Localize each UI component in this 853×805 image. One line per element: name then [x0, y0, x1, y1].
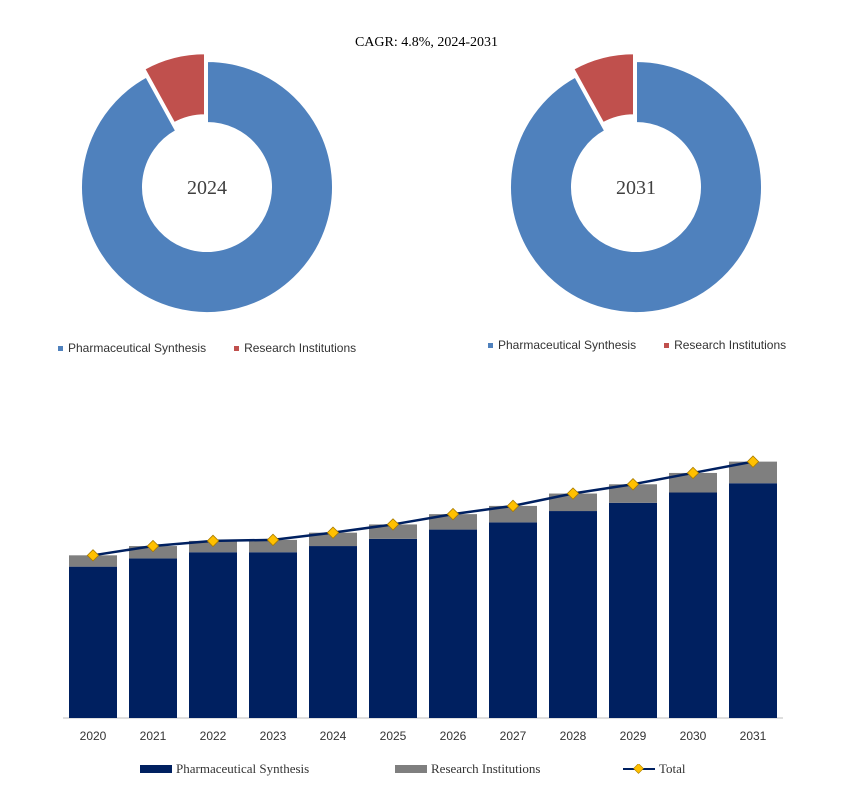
- total-marker: [266, 533, 280, 547]
- legend-item-pharma-bar: Pharmaceutical Synthesis: [140, 761, 309, 777]
- legend-swatch-total: [623, 764, 655, 774]
- slice-research-institutions: [571, 52, 636, 125]
- total-marker: [566, 487, 580, 500]
- total-marker: [686, 466, 700, 480]
- legend-label-pharma: Pharmaceutical Synthesis: [68, 341, 207, 355]
- slice-pharmaceutical-synthesis: [80, 59, 334, 314]
- donut-center-label: 2031: [616, 177, 656, 199]
- legend-item-research: Research Institutions: [664, 338, 786, 352]
- stacked-bar-chart: 2020 2021 2022 2023 2024 2025 2026 2027 2028 2029…: [63, 455, 783, 743]
- legend-swatch-pharma-bar: [140, 765, 172, 773]
- legend-label-research: Research Institutions: [244, 341, 357, 355]
- legend-swatch-research: [234, 345, 240, 351]
- bar-pharmaceutical-synthesis: [549, 511, 597, 718]
- legend-label-research-bar: Research Institutions: [431, 761, 541, 776]
- slice-research-institutions: [142, 52, 207, 125]
- donut-legend-2031: Pharmaceutical Synthesis Research Instit…: [488, 338, 786, 352]
- x-tick-label: 2023: [260, 729, 287, 743]
- x-tick-label: 2021: [140, 729, 167, 743]
- legend-label-pharma: Pharmaceutical Synthesis: [498, 338, 637, 352]
- x-tick-label: 2029: [620, 729, 647, 743]
- legend-swatch-research-bar: [395, 765, 427, 773]
- bar-research-institutions: [309, 532, 357, 547]
- legend-label-research: Research Institutions: [674, 338, 787, 352]
- total-marker: [146, 539, 160, 553]
- donut-center-label: 2024: [187, 177, 227, 199]
- bar-research-institutions: [609, 484, 657, 503]
- bar-research-institutions: [369, 524, 417, 539]
- bar-pharmaceutical-synthesis: [249, 552, 297, 718]
- total-marker: [206, 534, 220, 548]
- legend-label-pharma-bar: Pharmaceutical Synthesis: [176, 761, 310, 776]
- x-tick-label: 2027: [500, 729, 527, 743]
- total-line: [92, 460, 754, 557]
- legend-label-total: Total: [659, 761, 686, 776]
- legend-swatch-pharma: [488, 342, 493, 348]
- legend-item-pharma: Pharmaceutical Synthesis: [488, 338, 636, 352]
- x-tick-label: 2030: [680, 729, 707, 743]
- total-marker: [326, 526, 340, 539]
- x-tick-label: 2026: [440, 729, 467, 743]
- total-marker: [746, 455, 760, 468]
- bar-research-institutions: [729, 461, 777, 484]
- total-marker: [446, 507, 460, 521]
- donut-chart-2031: 2031: [509, 52, 763, 314]
- legend-item-pharma: Pharmaceutical Synthesis: [58, 341, 206, 355]
- donut-chart-2024: 2024: [80, 52, 334, 314]
- bar-pharmaceutical-synthesis: [369, 538, 417, 718]
- slice-pharmaceutical-synthesis: [509, 59, 763, 314]
- bar-pharmaceutical-synthesis: [429, 529, 477, 718]
- bar-research-institutions: [669, 472, 717, 493]
- cagr-label: CAGR: 4.8%, 2024-2031: [354, 35, 499, 50]
- legend-item-total: Total: [623, 761, 686, 777]
- x-tick-label: 2024: [320, 729, 347, 743]
- total-marker: [386, 518, 400, 531]
- total-marker: [86, 549, 100, 562]
- bar-pharmaceutical-synthesis: [309, 546, 357, 718]
- x-tick-label: 2031: [740, 729, 767, 743]
- x-tick-label: 2025: [380, 729, 407, 743]
- legend-item-research-bar: Research Institutions: [395, 761, 540, 777]
- bar-pharmaceutical-synthesis: [129, 558, 177, 718]
- bar-pharmaceutical-synthesis: [189, 552, 237, 718]
- x-tick-label: 2020: [80, 729, 107, 743]
- x-tick-label: 2028: [560, 729, 587, 743]
- bar-pharmaceutical-synthesis: [669, 492, 717, 718]
- bar-pharmaceutical-synthesis: [609, 502, 657, 718]
- total-marker: [506, 499, 520, 513]
- bar-research-institutions: [489, 505, 537, 523]
- legend-item-research: Research Institutions: [234, 341, 356, 355]
- x-tick-label: 2022: [200, 729, 227, 743]
- bar-pharmaceutical-synthesis: [729, 483, 777, 718]
- bar-research-institutions: [429, 514, 477, 530]
- legend-swatch-research: [664, 342, 670, 348]
- bar-research-institutions: [549, 493, 597, 512]
- donut-legend-2024: Pharmaceutical Synthesis Research Instit…: [58, 341, 356, 355]
- total-marker: [626, 478, 640, 491]
- bar-pharmaceutical-synthesis: [489, 522, 537, 718]
- legend-swatch-pharma: [58, 345, 63, 351]
- bar-pharmaceutical-synthesis: [69, 566, 117, 718]
